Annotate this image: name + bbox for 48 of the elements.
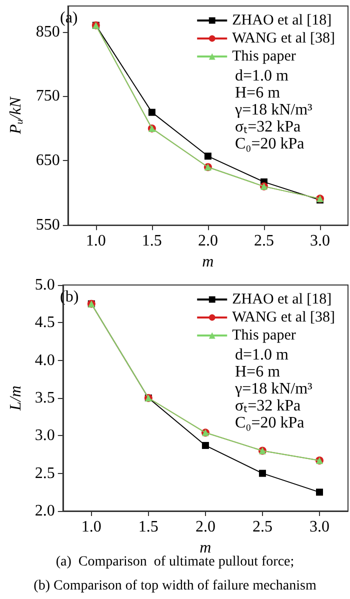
annotation: H=6 m: [235, 84, 281, 102]
point: [316, 488, 323, 496]
x-tick-label: 1.0: [86, 232, 106, 250]
annotation: H=6 m: [235, 364, 281, 380]
y-tick-label: 4.0: [34, 352, 55, 369]
text: (a) Comparison of ultimate pullout force;: [56, 554, 294, 570]
annotation: σₜ=32 kPa: [235, 118, 301, 136]
annotation: C₀=20 kPa: [235, 414, 304, 432]
x-tick-label: 1.5: [142, 232, 162, 250]
legend-label: WANG et al [38]: [232, 30, 336, 46]
legend-label: ZHAO et al [18]: [232, 12, 332, 28]
y-tick-label: 3.0: [34, 427, 55, 444]
annotation: σₜ=32 kPa: [235, 398, 301, 414]
x-tick-label: 3.0: [309, 518, 330, 536]
x-tick-label: 1.5: [138, 518, 158, 536]
x-tick-label: 2.5: [252, 518, 272, 536]
x-axis-title: m: [200, 539, 212, 556]
annotation: d=1.0 m: [235, 68, 290, 84]
point: [202, 442, 209, 449]
text: (b) Comparison of top width of failure mechanism: [34, 578, 316, 594]
y-tick-label: 750: [36, 88, 60, 105]
legend-label: This paper: [232, 48, 296, 64]
x-axis-title: m: [202, 254, 214, 270]
legend-label: This paper: [232, 328, 296, 344]
y-tick-label: 4.5: [34, 314, 55, 332]
y-tick-label: 650: [36, 152, 60, 170]
annotation: C₀=20 kPa: [235, 136, 304, 152]
x-tick-label: 2.0: [198, 232, 218, 250]
y-axis-title: L/m: [8, 386, 24, 412]
x-tick-label: 2.0: [195, 518, 216, 536]
annotation: γ=18 kN/m³: [234, 102, 313, 118]
y-tick-label: 2.0: [34, 502, 55, 520]
y-tick-label: 550: [36, 216, 60, 234]
point: [258, 470, 266, 477]
legend-label: WANG et al [38]: [232, 310, 336, 326]
point: [204, 152, 212, 160]
legend-label: ZHAO et al [18]: [232, 292, 332, 308]
annotation: γ=18 kN/m³: [234, 380, 313, 398]
x-tick-label: 1.0: [81, 518, 102, 536]
y-tick-label: 3.5: [34, 390, 55, 406]
y-tick-label: 2.5: [34, 464, 55, 482]
y-tick-label: 5.0: [34, 276, 55, 294]
x-tick-label: 3.0: [310, 232, 330, 250]
annotation: d=1.0 m: [235, 346, 290, 364]
point: [148, 108, 156, 116]
y-axis-title: Pu/kN: [8, 96, 26, 136]
x-tick-label: 2.5: [254, 232, 274, 250]
y-tick-label: 850: [36, 23, 60, 40]
